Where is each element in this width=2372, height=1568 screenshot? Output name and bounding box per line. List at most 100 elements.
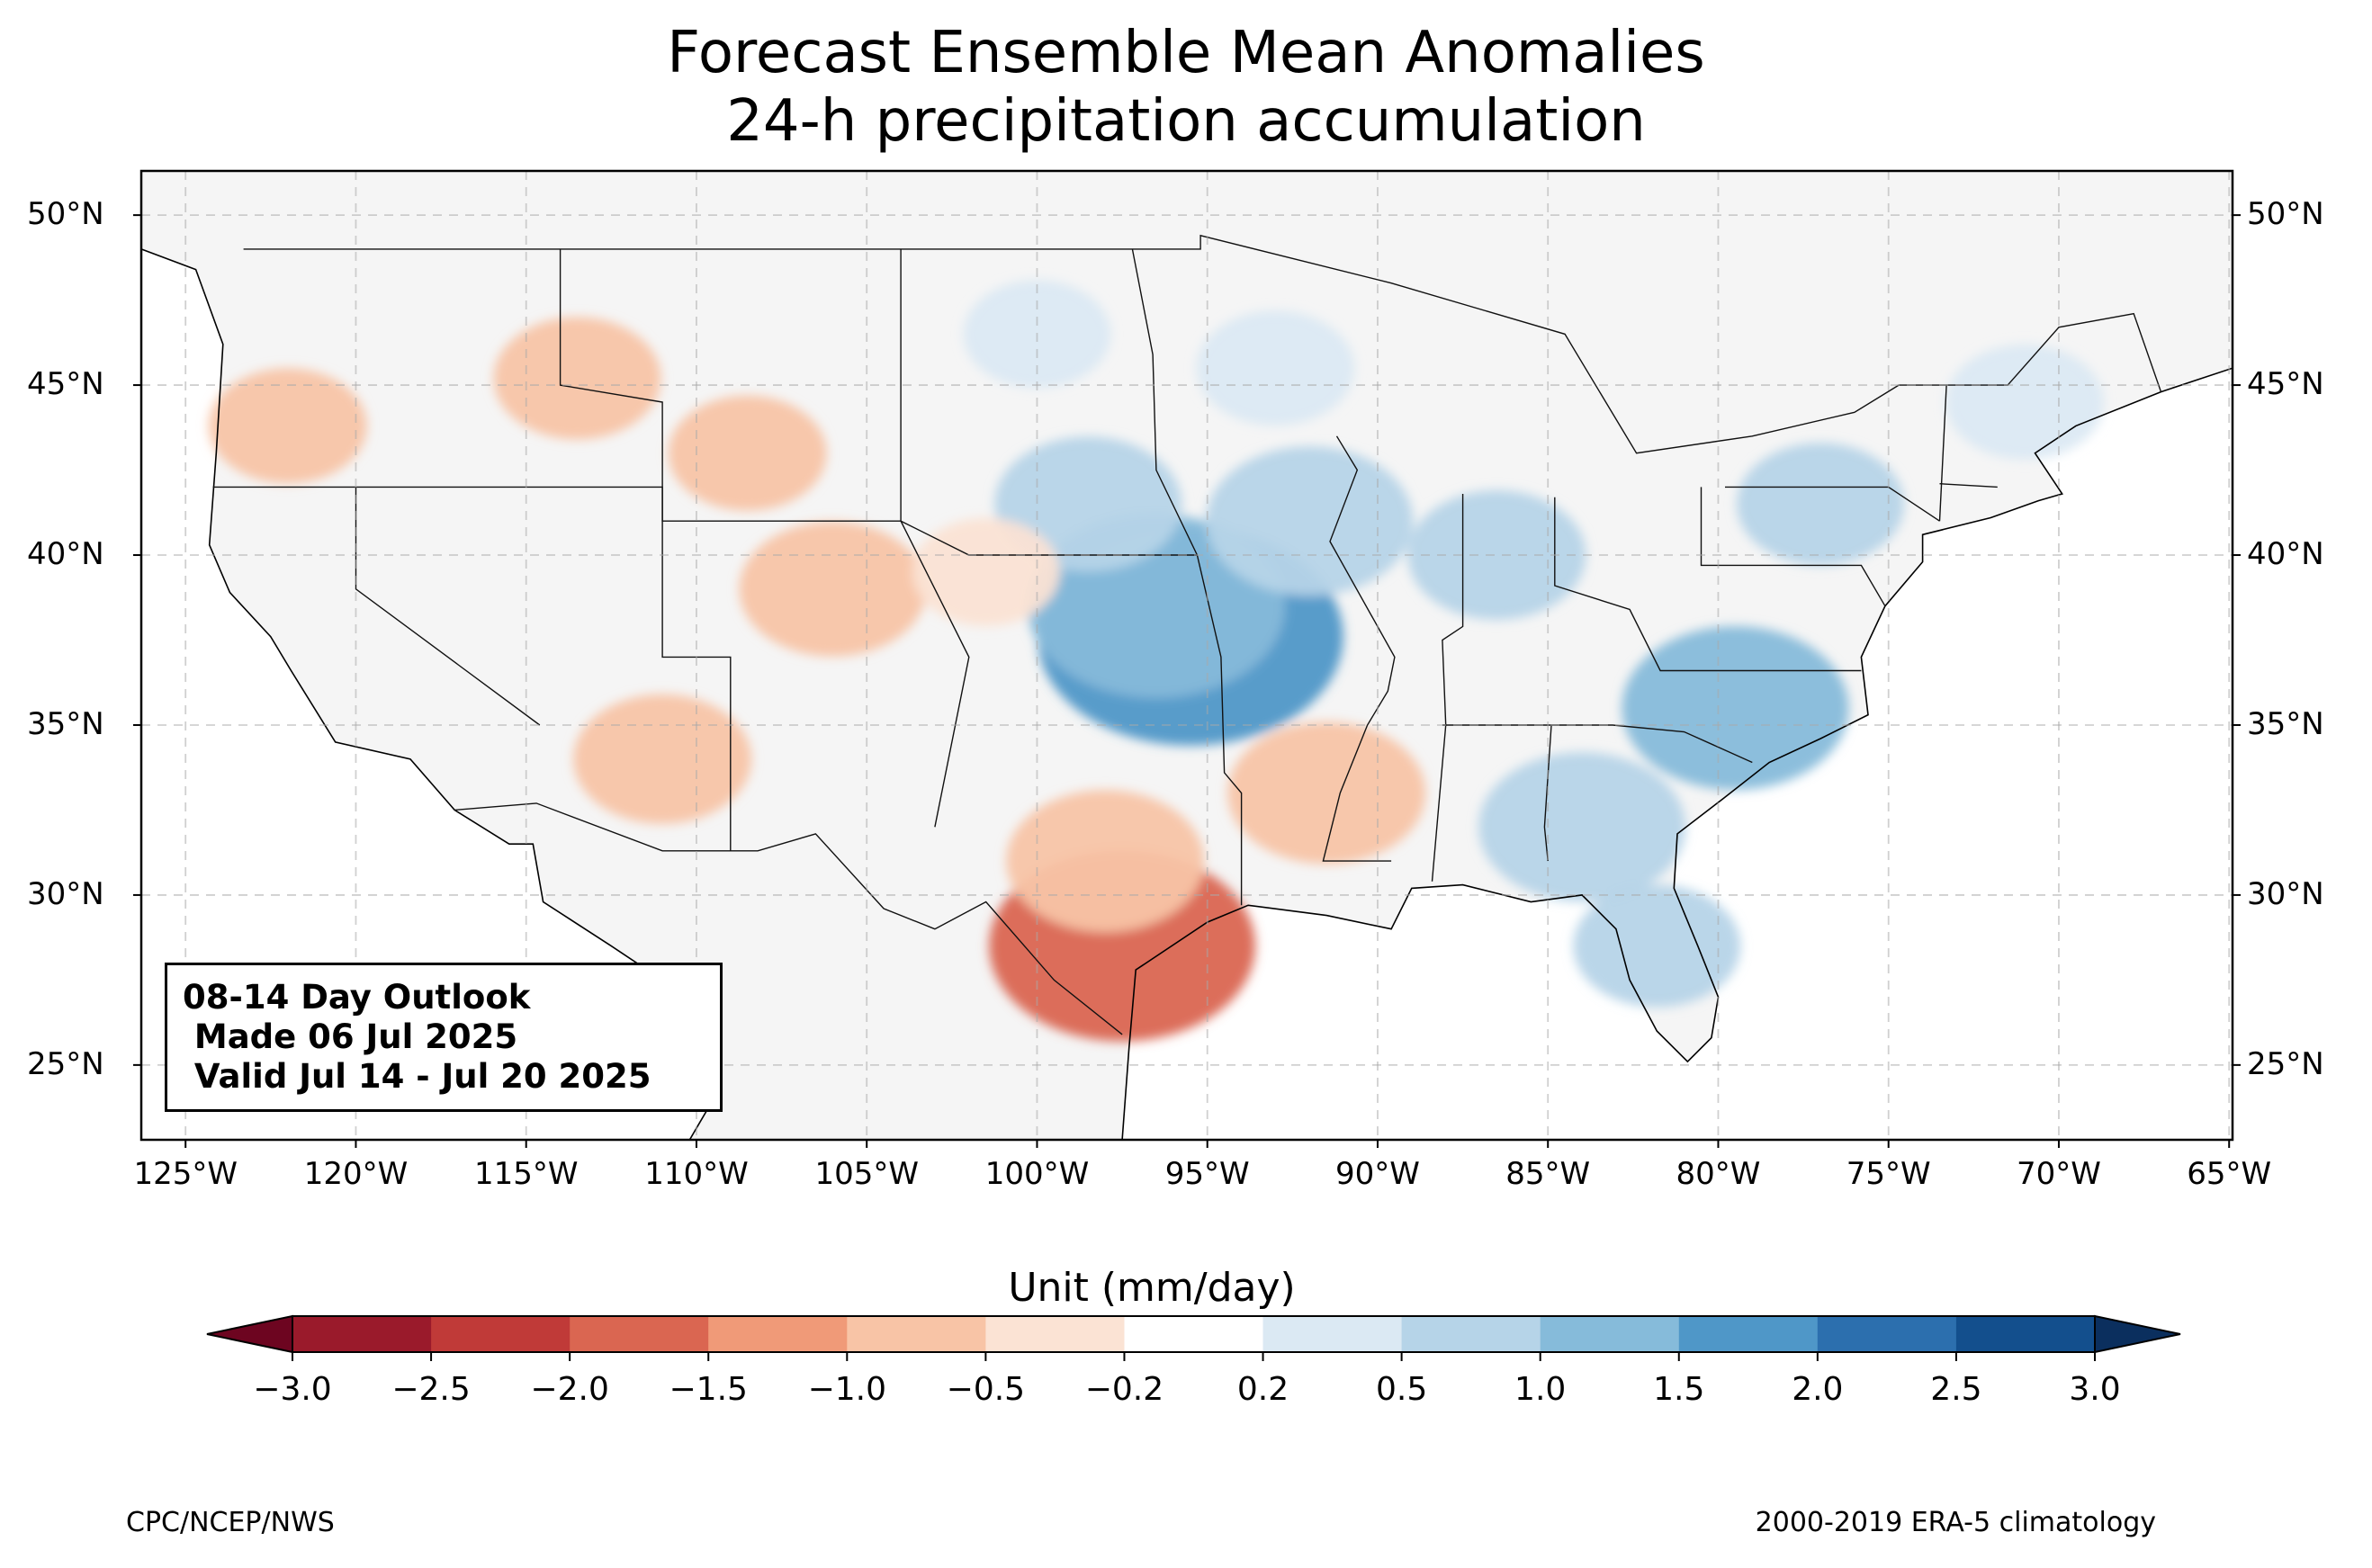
- state-boundary: [1322, 435, 1396, 862]
- anomaly-region: [1006, 790, 1205, 933]
- anomaly-layer: [208, 280, 2105, 1042]
- gridlines: [141, 171, 2233, 1140]
- lon-tick-label: 105°W: [814, 1156, 919, 1192]
- anomaly-region: [1737, 443, 1904, 566]
- anomaly-region: [493, 317, 661, 440]
- lat-tick-label-right: 30°N: [2247, 875, 2324, 912]
- state-boundary: [1554, 497, 1862, 672]
- lat-tick-label-right: 35°N: [2247, 705, 2324, 742]
- colorbar-segment: [708, 1316, 848, 1352]
- state-boundary: [355, 487, 541, 726]
- info-line-3: Valid Jul 14 - Jul 20 2025: [183, 1057, 651, 1096]
- lat-tick-label-right: 25°N: [2247, 1045, 2324, 1082]
- colorbar-segment: [1955, 1316, 2096, 1352]
- lon-tick-label: 85°W: [1505, 1156, 1591, 1192]
- colorbar-segment: [1678, 1316, 1819, 1352]
- colorbar-tick-label: 2.5: [1930, 1371, 1982, 1408]
- state-boundary: [1131, 248, 1243, 906]
- state-boundary: [1939, 483, 1998, 488]
- colorbar-segment: [431, 1316, 571, 1352]
- colorbar-outline: [292, 1315, 2096, 1353]
- colorbar-tick-label: −1.0: [807, 1371, 887, 1408]
- colorbar-segment: [1540, 1316, 1680, 1352]
- colorbar-tick-label: 0.2: [1236, 1371, 1289, 1408]
- anomaly-region: [1622, 626, 1849, 791]
- colorbar: [206, 1314, 2181, 1361]
- anomaly-region: [1573, 884, 1741, 1008]
- lon-tick-label: 80°W: [1676, 1156, 1761, 1192]
- state-boundary: [1431, 494, 1464, 882]
- outlook-info-box: 08-14 Day Outlook Made 06 Jul 2025 Valid…: [165, 963, 723, 1112]
- colorbar-segment: [570, 1316, 709, 1352]
- colorbar-segment: [847, 1316, 986, 1352]
- state-boundary: [900, 248, 970, 828]
- lat-tick-label-left: 25°N: [27, 1045, 104, 1082]
- colorbar-over-arrow: [2094, 1314, 2181, 1354]
- lat-tick-label-left: 35°N: [27, 705, 104, 742]
- info-line-1: 08-14 Day Outlook: [183, 978, 531, 1017]
- anomaly-region: [1206, 446, 1414, 596]
- colorbar-segment: [1262, 1316, 1403, 1352]
- lat-tick-label-right: 40°N: [2247, 536, 2324, 573]
- colorbar-tick-label: −0.2: [1084, 1371, 1164, 1408]
- state-boundary: [559, 248, 732, 851]
- state-boundary: [1543, 724, 1552, 862]
- lat-tick-label-left: 50°N: [27, 196, 104, 233]
- lat-tick-label-left: 45°N: [27, 366, 104, 403]
- lat-tick-label-left: 30°N: [27, 875, 104, 912]
- colorbar-tick-label: −0.5: [946, 1371, 1026, 1408]
- state-boundary: [1938, 385, 1947, 522]
- coastline: [141, 171, 2233, 1140]
- colorbar-segment: [985, 1316, 1126, 1352]
- lon-tick-label: 65°W: [2187, 1156, 2272, 1192]
- colorbar-segment: [1124, 1316, 1264, 1352]
- lat-tick-label-left: 40°N: [27, 536, 104, 573]
- colorbar-under-arrow: [206, 1314, 293, 1354]
- lon-tick-label: 125°W: [133, 1156, 238, 1192]
- info-line-2: Made 06 Jul 2025: [183, 1017, 518, 1056]
- colorbar-segment: [1817, 1316, 1957, 1352]
- lat-tick-label-right: 50°N: [2247, 196, 2324, 233]
- anomaly-region: [1227, 721, 1426, 865]
- lon-tick-label: 120°W: [303, 1156, 409, 1192]
- colorbar-tick-label: 1.0: [1514, 1371, 1567, 1408]
- anomaly-region: [208, 368, 367, 484]
- state-boundary: [454, 802, 1123, 1035]
- lon-tick-label: 90°W: [1335, 1156, 1420, 1192]
- anomaly-region: [668, 395, 827, 511]
- colorbar-tick-label: −2.0: [530, 1371, 609, 1408]
- colorbar-tick-label: 3.0: [2069, 1371, 2121, 1408]
- lat-tick-label-right: 45°N: [2247, 366, 2324, 403]
- colorbar-tick-label: 0.5: [1375, 1371, 1428, 1408]
- state-boundary: [243, 234, 2162, 454]
- anomaly-region: [1407, 490, 1586, 620]
- map-title-line1: Forecast Ensemble Mean Anomalies: [667, 20, 1705, 86]
- lon-tick-label: 110°W: [644, 1156, 749, 1192]
- anomaly-region: [1478, 752, 1686, 902]
- colorbar-segment: [1401, 1316, 1541, 1352]
- footer-source: CPC/NCEP/NWS: [126, 1507, 335, 1538]
- footer-climatology: 2000-2019 ERA-5 climatology: [1755, 1507, 2156, 1538]
- lon-tick-label: 100°W: [984, 1156, 1090, 1192]
- map-frame-border: [139, 169, 2234, 1142]
- colorbar-tick-label: 2.0: [1792, 1371, 1844, 1408]
- state-boundary: [1700, 487, 1886, 607]
- lon-tick-label: 75°W: [1846, 1156, 1931, 1192]
- colorbar-tick-label: 1.5: [1653, 1371, 1705, 1408]
- anomaly-region: [573, 694, 752, 824]
- colorbar-tick-label: −2.5: [391, 1371, 471, 1408]
- colorbar-unit-label: Unit (mm/day): [1008, 1265, 1296, 1311]
- colorbar-tick-label: −1.5: [669, 1371, 748, 1408]
- anomaly-region: [1196, 310, 1355, 426]
- colorbar-segment: [292, 1316, 432, 1352]
- state-boundary: [1442, 724, 1753, 764]
- colorbar-tick-label: −3.0: [253, 1371, 332, 1408]
- lon-tick-label: 115°W: [473, 1156, 579, 1192]
- anomaly-region: [1945, 345, 2105, 460]
- axis-ticks: [133, 214, 2241, 1148]
- map-title-line2: 24-h precipitation accumulation: [726, 88, 1646, 155]
- coastline-layer: [141, 171, 2233, 1140]
- lon-tick-label: 95°W: [1164, 1156, 1250, 1192]
- anomaly-region: [739, 521, 927, 657]
